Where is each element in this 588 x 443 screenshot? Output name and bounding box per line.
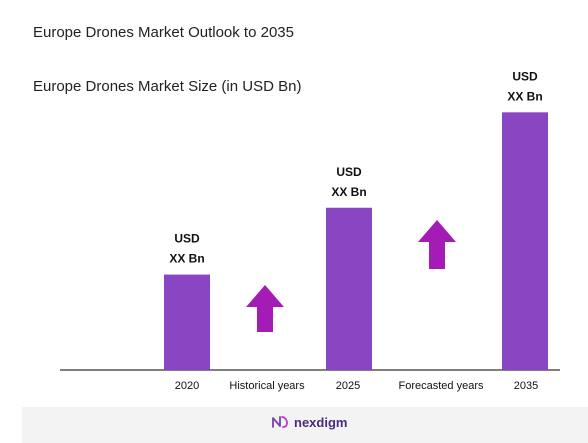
nexdigm-n-icon xyxy=(272,416,288,428)
bar-label-value-2035: XX Bn xyxy=(507,89,542,103)
logo-text: nexdigm xyxy=(294,414,348,430)
bar-label-currency-2035: USD xyxy=(512,69,538,83)
bar-label-value-2020: XX Bn xyxy=(169,252,204,266)
x-tick-label-2020: 2020 xyxy=(175,380,199,392)
footer-band xyxy=(22,407,588,443)
chart-title: Europe Drones Market Outlook to 2035 xyxy=(33,24,294,41)
growth-arrow-forecast-icon xyxy=(418,220,456,269)
growth-arrow-historical-icon xyxy=(246,285,284,332)
bar-2020 xyxy=(164,274,210,370)
bar-chart: USD XX Bn 2020 USD XX Bn 2025 USD XX Bn 2035 Hist… xyxy=(60,69,560,392)
x-tick-label-2035: 2035 xyxy=(514,380,538,392)
bar-label-currency-2025: USD xyxy=(336,165,362,179)
annotation-forecasted-years: Forecasted years xyxy=(399,380,484,392)
bar-label-value-2025: XX Bn xyxy=(331,185,366,199)
bar-2025 xyxy=(326,207,372,370)
nexdigm-logo: nexdigm xyxy=(270,414,347,430)
x-tick-label-2025: 2025 xyxy=(336,380,360,392)
bar-2035 xyxy=(502,112,548,370)
chart-subtitle: Europe Drones Market Size (in USD Bn) xyxy=(33,78,302,95)
bar-label-currency-2020: USD xyxy=(174,232,200,246)
annotation-historical-years: Historical years xyxy=(229,380,305,392)
